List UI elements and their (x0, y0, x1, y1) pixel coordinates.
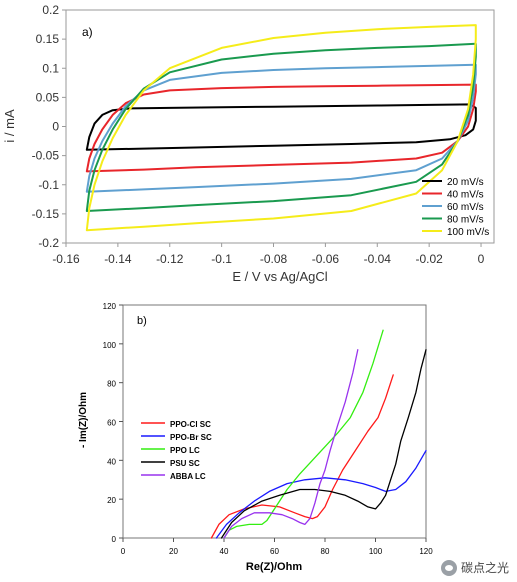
cv-series-5 (85, 24, 477, 232)
cv-y-tick-label: 0.05 (36, 90, 60, 104)
eis-panel-label: b) (137, 315, 147, 327)
eis-series-1 (210, 374, 394, 539)
cv-y-tick-label: -0.1 (38, 178, 59, 192)
eis-legend-label: PSU SC (170, 459, 200, 468)
cv-legend-label: 60 mV/s (447, 202, 484, 213)
cv-y-tick-label: 0.2 (42, 3, 59, 17)
watermark-text: 碳点之光 (460, 561, 509, 575)
eis-x-tick-label: 100 (369, 547, 383, 556)
eis-legend: PPO-Cl SC PPO-Br SC PPO LC PSU SC ABBA LC (141, 420, 212, 481)
cv-series-1 (85, 103, 477, 151)
eis-x-tick-label: 60 (270, 547, 279, 556)
cv-legend-label: 40 mV/s (447, 190, 484, 201)
wechat-icon (440, 559, 457, 576)
cv-y-tick-label: -0.05 (32, 149, 60, 163)
cv-panel-label: a) (82, 25, 93, 39)
cv-x-tick-label: -0.06 (312, 252, 340, 266)
eis-y-tick-label: 60 (107, 419, 116, 428)
cv-legend-label: 20 mV/s (447, 177, 484, 188)
eis-x-tick-label: 0 (121, 547, 126, 556)
eis-y-tick-label: 40 (107, 457, 116, 466)
eis-series-4 (220, 349, 427, 539)
cv-x-axis-title: E / V vs Ag/AgCl (232, 269, 327, 284)
cv-series-group (85, 24, 477, 232)
cv-x-tick-label: -0.16 (52, 252, 80, 266)
eis-legend-label: PPO LC (170, 446, 200, 455)
eis-series-5 (223, 349, 359, 539)
cv-x-tick-label: -0.04 (364, 252, 392, 266)
eis-chart: b) Re(Z)/Ohm - Im(Z)/Ohm 0 20 40 60 80 100 120… (78, 302, 433, 573)
eis-x-tick-label: 80 (321, 547, 330, 556)
cv-chart: a) E / V vs Ag/AgCl i / mA -0.16 -0.14 -0.… (2, 3, 495, 284)
cv-legend-label: 80 mV/s (447, 215, 484, 226)
eis-x-axis-title: Re(Z)/Ohm (246, 561, 302, 573)
cv-x-tick-label: -0.08 (260, 252, 288, 266)
eis-legend-label: ABBA LC (170, 472, 206, 481)
cv-x-tick-label: 0 (478, 252, 485, 266)
eis-legend-label: PPO-Cl SC (170, 420, 211, 429)
cv-series-4 (85, 42, 477, 212)
eis-series-group (210, 329, 427, 539)
cv-y-tick-label: 0.1 (42, 61, 59, 75)
eis-axes: 0 20 40 60 80 100 120 0 20 40 60 80 100 120 (103, 302, 434, 556)
eis-x-tick-label: 20 (169, 547, 178, 556)
cv-axes: -0.16 -0.14 -0.12 -0.1 -0.08 -0.06 -0.04 -0.02 0… (32, 3, 485, 266)
cv-series-3 (85, 63, 477, 193)
cv-y-tick-label: -0.2 (38, 236, 59, 250)
cv-y-tick-label: -0.15 (32, 207, 60, 221)
cv-y-tick-label: 0 (52, 120, 59, 134)
cv-x-tick-label: -0.14 (104, 252, 132, 266)
eis-y-tick-label: 100 (103, 341, 117, 350)
eis-y-tick-label: 80 (107, 380, 116, 389)
eis-series-3 (223, 329, 384, 539)
eis-x-tick-label: 120 (419, 547, 433, 556)
cv-x-tick-label: -0.12 (156, 252, 184, 266)
eis-x-tick-label: 40 (220, 547, 229, 556)
cv-y-axis-title: i / mA (2, 109, 17, 143)
eis-legend-label: PPO-Br SC (170, 433, 212, 442)
watermark: 碳点之光 (440, 559, 509, 576)
eis-y-tick-label: 20 (107, 496, 116, 505)
eis-y-axis-title: - Im(Z)/Ohm (78, 392, 89, 448)
cv-legend-label: 100 mV/s (447, 227, 489, 238)
eis-series-2 (215, 449, 427, 539)
cv-series-2 (85, 83, 477, 173)
eis-y-tick-label: 0 (112, 535, 117, 544)
cv-x-tick-label: -0.02 (415, 252, 443, 266)
cv-x-tick-label: -0.1 (211, 252, 232, 266)
eis-y-tick-label: 120 (103, 302, 117, 311)
cv-y-tick-label: 0.15 (36, 32, 60, 46)
